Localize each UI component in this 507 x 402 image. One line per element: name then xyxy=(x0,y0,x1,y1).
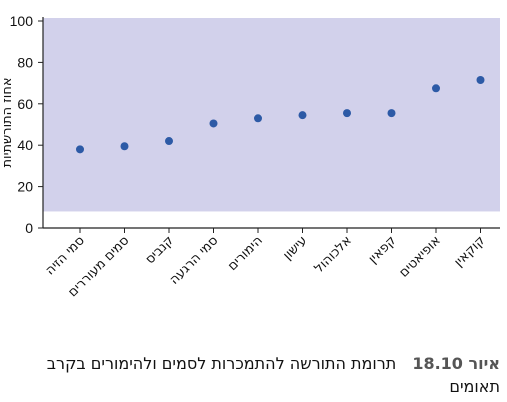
figure-number: איור 18.10 xyxy=(412,354,500,373)
y-axis-title: אחוז התורשתיות xyxy=(0,77,15,167)
figure-caption: איור 18.10תרומת התורשה להתמכרות לסמים ול… xyxy=(10,352,500,398)
x-tick-label: קנביס xyxy=(143,233,177,267)
y-tick-label: 60 xyxy=(17,96,33,112)
data-point xyxy=(432,84,440,93)
x-tick-label: קוקאין xyxy=(451,233,488,270)
data-point xyxy=(120,142,129,151)
y-tick-label: 80 xyxy=(17,54,33,70)
data-point xyxy=(298,111,307,120)
x-tick-label: הימורים xyxy=(225,233,266,274)
data-point xyxy=(343,109,351,118)
x-tick-label: סמי הרגעה xyxy=(167,233,222,288)
y-tick-label: 100 xyxy=(10,13,34,29)
x-tick-label: אופיאטים xyxy=(397,233,444,280)
plot-area xyxy=(43,18,500,212)
x-tick-label: עישון xyxy=(280,233,310,263)
x-tick-label: סמי הזיה xyxy=(43,233,88,278)
data-point xyxy=(76,145,84,154)
data-point xyxy=(209,119,218,128)
figure-title: תרומת התורשה להתמכרות לסמים ולהימורים בק… xyxy=(46,354,500,396)
data-point xyxy=(165,137,173,146)
data-point xyxy=(476,75,485,84)
x-tick-label: קפאין xyxy=(366,233,400,267)
y-tick-label: 40 xyxy=(17,137,33,153)
data-point xyxy=(387,109,396,118)
y-tick-label: 0 xyxy=(25,220,33,236)
x-tick-label: אלכוהול xyxy=(312,233,355,276)
data-point xyxy=(254,114,262,123)
y-tick-label: 20 xyxy=(17,179,33,195)
